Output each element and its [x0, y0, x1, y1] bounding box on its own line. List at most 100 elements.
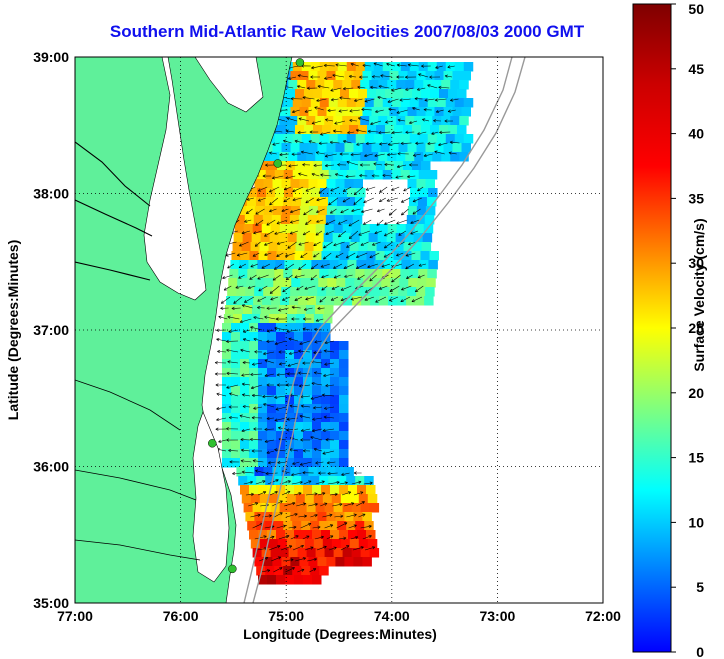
velocity-arrow — [333, 263, 343, 269]
velocity-cell — [264, 278, 274, 288]
velocity-cell — [347, 188, 357, 198]
velocity-cell — [457, 125, 467, 135]
velocity-cell — [382, 62, 393, 72]
velocity-cell — [266, 260, 276, 270]
velocity-cell — [392, 260, 402, 270]
velocity-arrow — [346, 160, 359, 166]
velocity-cell — [231, 323, 241, 333]
velocity-cell — [307, 296, 317, 306]
velocity-cell — [335, 287, 345, 297]
velocity-cell — [389, 107, 399, 117]
velocity-arrow — [418, 263, 426, 267]
velocity-arrow — [404, 75, 417, 79]
velocity-cell — [339, 341, 349, 351]
velocity-cell — [425, 107, 435, 117]
velocity-arrow — [292, 197, 302, 202]
velocity-cell — [459, 152, 469, 162]
velocity-arrow — [218, 315, 228, 320]
velocity-arrow — [285, 129, 295, 133]
velocity-cell — [360, 152, 370, 162]
velocity-arrow — [276, 219, 288, 225]
velocity-arrow — [359, 75, 369, 79]
velocity-cell — [285, 359, 295, 369]
velocity-cell — [238, 476, 248, 486]
velocity-cell — [263, 287, 273, 297]
velocity-arrow — [251, 362, 263, 366]
velocity-arrow — [288, 351, 299, 356]
velocity-arrow — [294, 296, 303, 301]
velocity-cell — [397, 296, 407, 306]
velocity-arrow — [255, 208, 265, 215]
velocity-cell — [364, 62, 375, 72]
velocity-cell — [360, 80, 370, 90]
velocity-cell — [294, 332, 304, 342]
velocity-cell — [313, 494, 324, 504]
velocity-cell — [423, 152, 433, 162]
velocity-arrow — [289, 230, 298, 235]
velocity-arrow — [397, 118, 406, 122]
velocity-cell — [314, 233, 325, 243]
velocity-cell — [273, 278, 283, 288]
velocity-arrow — [396, 219, 408, 225]
velocity-cell — [346, 62, 357, 72]
velocity-arrow — [309, 130, 319, 134]
velocity-arrow — [250, 384, 263, 390]
velocity-cell — [285, 431, 295, 441]
velocity-cell — [330, 413, 340, 423]
velocity-cell — [299, 71, 309, 81]
velocity-arrow — [356, 501, 365, 507]
velocity-cell — [330, 485, 340, 495]
velocity-arrow — [247, 285, 256, 290]
velocity-cell — [267, 251, 277, 261]
velocity-arrow — [289, 208, 301, 214]
velocity-cell — [344, 107, 354, 117]
velocity-cell — [276, 332, 286, 342]
velocity-cell — [365, 260, 375, 270]
velocity-arrow — [324, 76, 333, 80]
velocity-cell — [256, 521, 266, 531]
velocity-cell — [336, 197, 347, 207]
velocity-arrow — [364, 153, 373, 158]
velocity-cell — [258, 368, 268, 378]
velocity-arrow — [303, 307, 313, 311]
velocity-cell — [412, 161, 422, 171]
velocity-cell — [249, 377, 259, 387]
velocity-cell — [367, 89, 377, 99]
velocity-cell — [330, 530, 340, 540]
velocity-cell — [380, 287, 390, 297]
velocity-cell — [443, 71, 453, 81]
radar-station-marker — [228, 564, 237, 574]
velocity-cell — [236, 206, 247, 216]
velocity-cell — [240, 440, 250, 450]
velocity-cell — [369, 152, 379, 162]
velocity-cell — [419, 188, 429, 198]
velocity-cell — [276, 431, 286, 441]
velocity-arrow — [240, 437, 251, 442]
velocity-cell — [356, 260, 366, 270]
velocity-arrow — [315, 318, 324, 322]
velocity-arrow — [355, 252, 368, 259]
velocity-cell — [321, 422, 331, 432]
velocity-arrow — [226, 438, 239, 442]
velocity-arrow — [405, 263, 415, 270]
velocity-cell — [231, 350, 241, 360]
velocity-arrow — [358, 513, 366, 518]
velocity-arrow — [295, 557, 307, 562]
velocity-cell — [339, 449, 349, 459]
velocity-cell — [268, 161, 278, 171]
velocity-arrow — [360, 524, 372, 529]
velocity-cell — [344, 512, 354, 522]
velocity-cell — [326, 71, 336, 81]
velocity-arrow — [310, 395, 323, 400]
velocity-cell — [452, 107, 462, 117]
velocity-cell — [338, 260, 348, 270]
velocity-arrow — [351, 480, 362, 485]
velocity-arrow — [434, 98, 447, 102]
map-grid — [75, 57, 603, 603]
velocity-arrow — [340, 208, 349, 214]
velocity-arrow — [357, 274, 365, 280]
velocity-cell — [315, 224, 326, 234]
velocity-arrow — [346, 513, 357, 518]
velocity-cell — [258, 530, 268, 540]
velocity-cell — [285, 575, 295, 585]
